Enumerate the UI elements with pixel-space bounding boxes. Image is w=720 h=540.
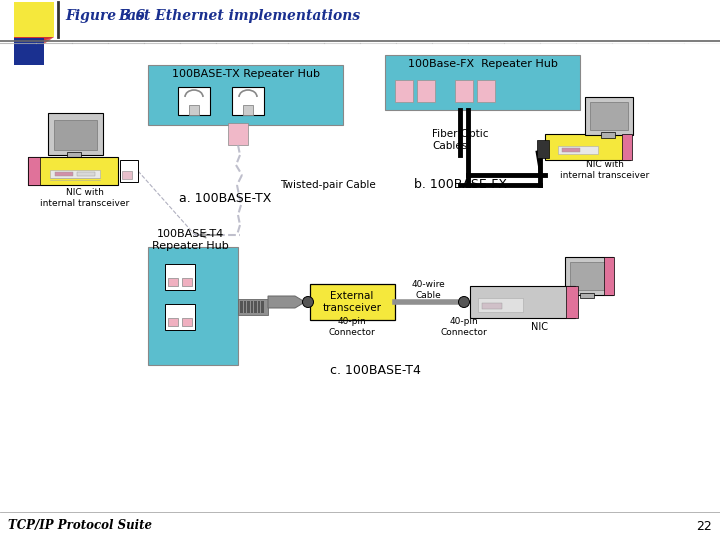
- Text: 100BASE-TX Repeater Hub: 100BASE-TX Repeater Hub: [171, 69, 320, 79]
- Bar: [580, 293, 594, 298]
- Text: 40-pin
Connector: 40-pin Connector: [328, 318, 375, 337]
- Bar: [261, 301, 264, 313]
- Text: Fast Ethernet implementations: Fast Ethernet implementations: [118, 9, 360, 23]
- Polygon shape: [14, 37, 54, 50]
- Text: Twisted-pair Cable: Twisted-pair Cable: [280, 180, 376, 190]
- Bar: [622, 134, 632, 160]
- Bar: [28, 157, 118, 185]
- Bar: [48, 113, 103, 155]
- Text: Figure 3.6: Figure 3.6: [65, 9, 145, 23]
- Polygon shape: [268, 296, 305, 308]
- Bar: [585, 97, 633, 135]
- Text: External
transceiver: External transceiver: [323, 291, 382, 313]
- Bar: [590, 102, 628, 130]
- Bar: [470, 286, 575, 318]
- Text: NIC: NIC: [531, 322, 549, 332]
- Bar: [477, 80, 495, 102]
- Bar: [77, 172, 95, 176]
- Bar: [238, 299, 268, 315]
- Bar: [537, 140, 549, 158]
- Bar: [50, 170, 100, 178]
- Bar: [232, 87, 264, 115]
- Text: b. 100BASE-FX: b. 100BASE-FX: [413, 179, 506, 192]
- Text: TCP/IP Protocol Suite: TCP/IP Protocol Suite: [8, 519, 152, 532]
- Bar: [165, 264, 195, 290]
- Bar: [168, 318, 178, 326]
- Text: NIC with
internal transceiver: NIC with internal transceiver: [40, 188, 130, 208]
- Bar: [565, 257, 613, 295]
- Bar: [247, 301, 250, 313]
- Bar: [189, 105, 199, 115]
- Bar: [482, 303, 502, 309]
- Text: 100BASE-T4
Repeater Hub: 100BASE-T4 Repeater Hub: [152, 229, 228, 251]
- Text: 22: 22: [696, 519, 712, 532]
- Bar: [54, 120, 97, 150]
- Text: NIC with
internal transceiver: NIC with internal transceiver: [560, 160, 649, 180]
- Text: 40-wire
Cable: 40-wire Cable: [411, 280, 445, 300]
- Bar: [604, 257, 614, 295]
- Polygon shape: [14, 37, 54, 65]
- Bar: [14, 2, 54, 37]
- Bar: [258, 301, 260, 313]
- Bar: [168, 278, 178, 286]
- Circle shape: [302, 296, 313, 307]
- Bar: [558, 146, 598, 154]
- Bar: [14, 38, 44, 65]
- Bar: [243, 105, 253, 115]
- Bar: [566, 286, 578, 318]
- Bar: [228, 123, 248, 145]
- Text: a. 100BASE-TX: a. 100BASE-TX: [179, 192, 271, 205]
- Bar: [455, 80, 473, 102]
- Bar: [562, 148, 580, 152]
- Bar: [395, 80, 413, 102]
- Bar: [243, 301, 246, 313]
- Bar: [28, 157, 40, 185]
- Bar: [601, 132, 615, 138]
- Circle shape: [459, 296, 469, 307]
- Bar: [178, 87, 210, 115]
- Bar: [182, 278, 192, 286]
- Bar: [478, 298, 523, 312]
- Text: c. 100BASE-T4: c. 100BASE-T4: [330, 363, 420, 376]
- Bar: [55, 172, 73, 176]
- Bar: [165, 304, 195, 330]
- Bar: [570, 262, 608, 290]
- Bar: [417, 80, 435, 102]
- Bar: [182, 318, 192, 326]
- Bar: [148, 65, 343, 125]
- Bar: [310, 284, 395, 320]
- Text: Fiber Optic
Cables: Fiber Optic Cables: [432, 129, 488, 151]
- Bar: [254, 301, 256, 313]
- Bar: [240, 301, 243, 313]
- Text: 100Base-FX  Repeater Hub: 100Base-FX Repeater Hub: [408, 59, 557, 69]
- Bar: [120, 160, 138, 182]
- Bar: [251, 301, 253, 313]
- Text: 40-pin
Connector: 40-pin Connector: [441, 318, 487, 337]
- Bar: [385, 55, 580, 110]
- Bar: [148, 247, 238, 365]
- Bar: [122, 171, 132, 179]
- Bar: [545, 134, 630, 160]
- Bar: [67, 152, 81, 160]
